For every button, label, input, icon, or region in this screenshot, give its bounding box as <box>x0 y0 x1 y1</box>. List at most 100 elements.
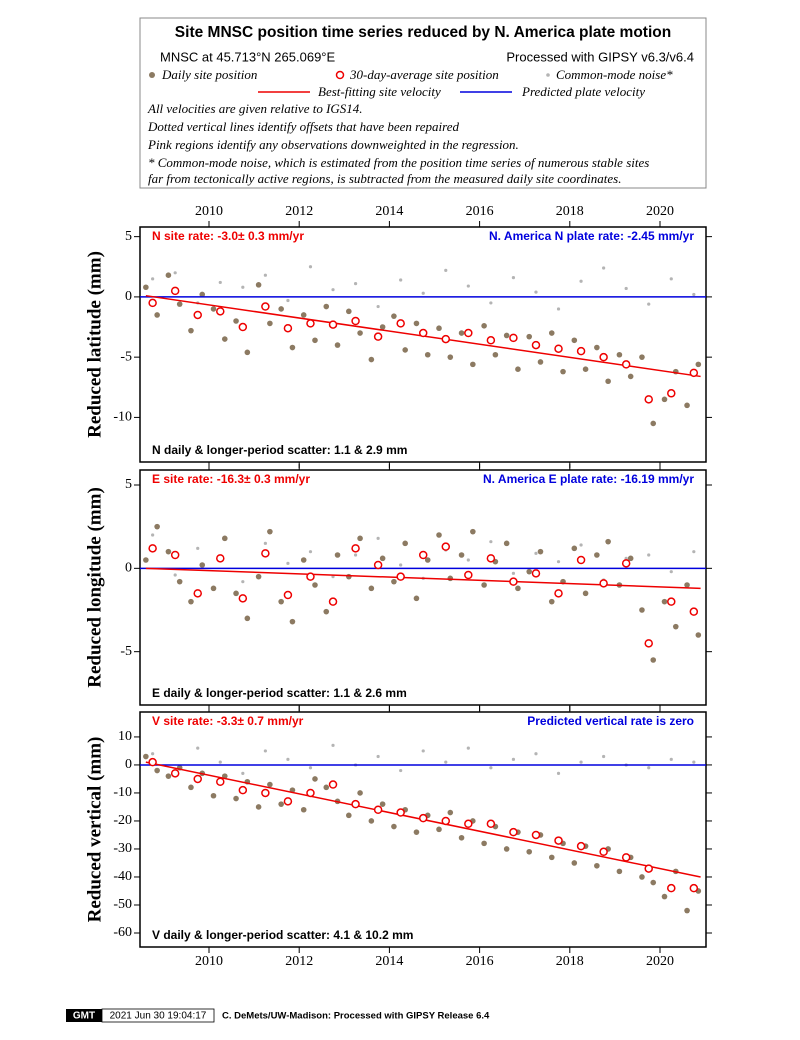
average-point <box>531 569 541 578</box>
average-point <box>486 554 496 563</box>
average-point <box>441 334 451 344</box>
average-point <box>283 590 293 600</box>
note: All velocities are given relative to IGS… <box>147 101 363 116</box>
daily-point <box>379 801 386 807</box>
daily-point <box>537 359 544 365</box>
average-point <box>373 805 383 815</box>
average-point <box>216 554 225 563</box>
daily-point <box>210 306 217 312</box>
daily-point <box>481 323 487 329</box>
noise-point <box>263 541 267 545</box>
noise-point <box>218 760 222 764</box>
daily-point <box>143 284 149 291</box>
average-point <box>621 559 631 568</box>
noise-point <box>353 282 358 286</box>
daily-point <box>199 562 206 568</box>
average-point <box>148 544 157 553</box>
header-box <box>139 17 707 189</box>
daily-point <box>221 336 228 342</box>
daily-point <box>424 351 431 358</box>
daily-point <box>323 608 330 615</box>
daily-point <box>402 540 408 547</box>
daily-point <box>357 330 363 336</box>
daily-point <box>221 535 228 542</box>
noise-point <box>669 277 673 281</box>
daily-point <box>436 532 442 538</box>
daily-point <box>368 356 375 363</box>
noise-point <box>263 273 267 277</box>
noise-point <box>286 561 290 565</box>
y-tick-label: -40 <box>113 869 132 884</box>
average-point <box>351 799 360 809</box>
daily-point <box>458 330 465 336</box>
daily-point <box>323 784 330 791</box>
daily-point <box>154 312 160 318</box>
average-point <box>509 827 518 837</box>
daily-point <box>515 366 521 373</box>
daily-point <box>300 312 307 318</box>
average-point <box>261 549 270 558</box>
legend-symbol <box>335 70 345 80</box>
daily-point <box>368 585 375 592</box>
average-point <box>509 333 518 343</box>
noise-point <box>534 752 538 756</box>
average-point <box>554 344 563 353</box>
noise-point <box>602 754 606 759</box>
daily-point <box>684 907 690 914</box>
daily-point <box>503 846 510 852</box>
daily-point <box>357 535 363 542</box>
daily-point <box>639 607 645 613</box>
daily-point <box>684 582 690 588</box>
average-point <box>351 544 360 553</box>
x-tick-label: 2014 <box>375 204 403 219</box>
site-location: MNSC at 45.713°N 265.069°E <box>160 49 335 64</box>
daily-point <box>255 804 262 810</box>
average-point <box>554 836 563 845</box>
noise-point <box>489 540 493 544</box>
daily-point <box>188 327 194 334</box>
noise-point <box>241 580 245 584</box>
daily-point <box>594 344 600 351</box>
daily-point <box>267 528 273 535</box>
noise-point <box>647 302 651 306</box>
average-point <box>396 572 405 581</box>
daily-point <box>695 632 702 638</box>
daily-point <box>661 396 668 403</box>
daily-point <box>684 402 690 409</box>
daily-point <box>199 291 206 298</box>
average-point <box>373 332 383 341</box>
plate-rate: N. America E plate rate: -16.19 mm/yr <box>483 472 694 486</box>
plot-frame <box>139 226 707 463</box>
daily-point <box>650 879 657 886</box>
noise-point <box>241 285 245 289</box>
daily-point <box>424 557 431 563</box>
noise-point <box>489 766 493 770</box>
noise-point <box>466 746 470 750</box>
noise-point <box>399 768 403 773</box>
average-point <box>441 816 451 826</box>
noise-point <box>151 752 155 756</box>
x-tick-label: 2012 <box>285 954 313 969</box>
x-tick-label: 2016 <box>466 954 494 969</box>
noise-point <box>669 757 673 761</box>
daily-point <box>548 854 555 861</box>
daily-point <box>458 552 465 558</box>
header-title: Site MNSC position time series reduced b… <box>175 24 671 41</box>
y-tick-label: 0 <box>125 561 132 576</box>
daily-point <box>548 330 555 336</box>
noise-point <box>511 571 516 575</box>
y-tick-label: -5 <box>120 644 132 659</box>
daily-point <box>255 282 262 288</box>
noise-point <box>534 290 538 294</box>
average-point <box>306 788 315 798</box>
noise-point <box>444 760 448 764</box>
plate-rate: Predicted vertical rate is zero <box>527 714 694 728</box>
x-tick-label: 2020 <box>646 954 674 969</box>
daily-point <box>582 590 589 597</box>
average-point <box>621 360 631 369</box>
plate-rate: N. America N plate rate: -2.45 mm/yr <box>489 229 694 243</box>
daily-point <box>143 557 149 563</box>
noise-point <box>308 766 313 770</box>
logo: GMT <box>73 1011 95 1022</box>
daily-point <box>334 342 341 348</box>
